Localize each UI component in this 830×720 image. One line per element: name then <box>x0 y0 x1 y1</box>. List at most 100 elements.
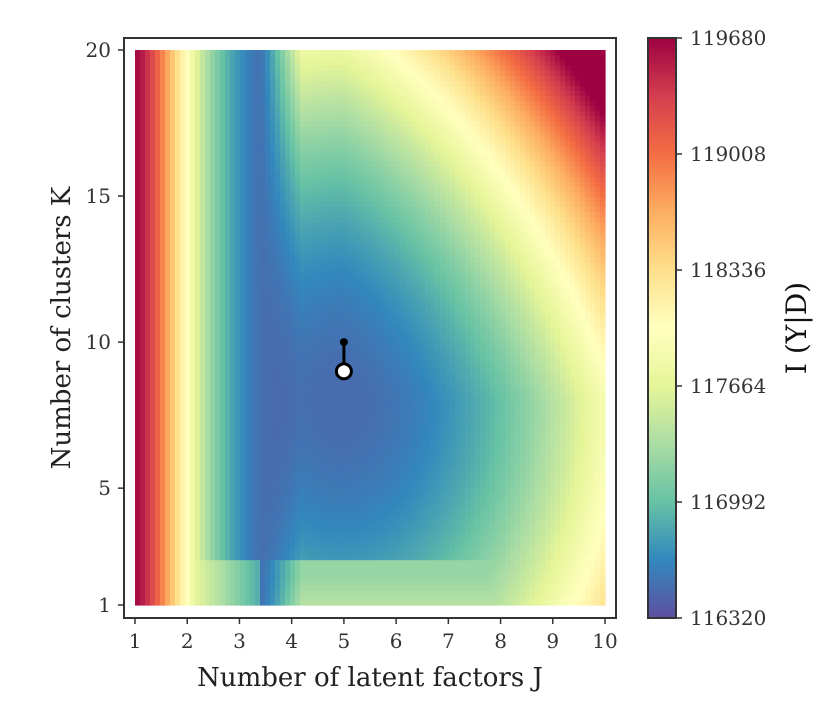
heatmap-cell <box>235 418 241 424</box>
heatmap-cell <box>190 307 196 313</box>
heatmap-cell <box>305 211 311 218</box>
heatmap-cell <box>345 347 351 354</box>
heatmap-cell <box>170 302 176 308</box>
heatmap-cell <box>325 221 331 228</box>
heatmap-cell <box>315 302 321 308</box>
heatmap-cell <box>280 221 286 228</box>
heatmap-cell <box>320 307 326 313</box>
heatmap-cell <box>205 453 211 460</box>
heatmap-cell <box>210 559 216 566</box>
heatmap-cell <box>220 272 226 278</box>
heatmap-cell <box>205 468 211 475</box>
heatmap-cell <box>235 211 241 218</box>
heatmap-cell <box>360 534 366 541</box>
heatmap-cell <box>350 483 356 490</box>
heatmap-cell <box>230 569 236 576</box>
heatmap-cell <box>220 231 226 238</box>
heatmap-cell <box>245 277 251 283</box>
heatmap-cell <box>250 226 256 233</box>
heatmap-cell <box>220 140 226 147</box>
heatmap-cell <box>260 251 266 258</box>
heatmap-cell <box>240 307 246 313</box>
heatmap-cell <box>150 453 156 460</box>
heatmap-cell <box>270 524 276 530</box>
heatmap-cell <box>160 488 166 495</box>
heatmap-cell <box>310 468 316 475</box>
heatmap-cell <box>135 332 141 339</box>
heatmap-cell <box>235 367 241 374</box>
heatmap-cell <box>315 181 321 187</box>
heatmap-cell <box>205 539 211 546</box>
heatmap-cell <box>310 216 316 223</box>
heatmap-cell <box>265 312 271 319</box>
heatmap-cell <box>345 201 351 208</box>
heatmap-cell <box>170 322 176 329</box>
heatmap-cell <box>155 468 161 475</box>
heatmap-cell <box>255 569 261 576</box>
heatmap-cell <box>220 332 226 339</box>
heatmap-cell <box>280 216 286 223</box>
heatmap-cell <box>145 287 151 293</box>
heatmap-cell <box>135 574 141 581</box>
heatmap-cell <box>335 241 341 248</box>
heatmap-cell <box>230 418 236 424</box>
heatmap-cell <box>265 514 271 520</box>
heatmap-cell <box>250 282 256 288</box>
heatmap-cell <box>195 488 201 495</box>
heatmap-cell <box>245 166 251 172</box>
heatmap-cell <box>155 292 161 298</box>
heatmap-cell <box>325 302 331 308</box>
heatmap-cell <box>230 105 236 112</box>
heatmap-cell <box>145 559 151 566</box>
heatmap-cell <box>240 599 246 606</box>
heatmap-cell <box>150 398 156 404</box>
heatmap-cell <box>320 226 326 233</box>
heatmap-cell <box>170 307 176 313</box>
heatmap-cell <box>210 272 216 278</box>
heatmap-cell <box>190 559 196 566</box>
heatmap-cell <box>315 50 321 56</box>
heatmap-cell <box>320 115 326 122</box>
heatmap-cell <box>190 403 196 409</box>
heatmap-cell <box>360 362 366 369</box>
heatmap-cell <box>135 60 141 66</box>
heatmap-cell <box>160 166 166 172</box>
heatmap-cell <box>255 478 261 485</box>
heatmap-cell <box>260 312 266 319</box>
heatmap-cell <box>275 145 281 152</box>
heatmap-cell <box>240 201 246 208</box>
heatmap-cell <box>180 125 186 132</box>
heatmap-cell <box>135 372 141 379</box>
heatmap-cell <box>175 226 181 233</box>
heatmap-cell <box>195 383 201 389</box>
heatmap-cell <box>190 352 196 359</box>
heatmap-cell <box>180 352 186 359</box>
heatmap-cell <box>320 529 326 535</box>
heatmap-cell <box>210 105 216 112</box>
heatmap-cell <box>330 398 336 404</box>
heatmap-cell <box>310 342 316 349</box>
heatmap-cell <box>340 277 346 283</box>
heatmap-cell <box>135 277 141 283</box>
heatmap-cell <box>235 443 241 450</box>
heatmap-cell <box>260 282 266 288</box>
heatmap-cell <box>200 145 206 152</box>
heatmap-cell <box>185 524 191 530</box>
heatmap-cell <box>185 559 191 566</box>
heatmap-cell <box>155 559 161 566</box>
heatmap-cell <box>140 594 146 601</box>
heatmap-cell <box>350 226 356 233</box>
heatmap-cell <box>345 226 351 233</box>
heatmap-cell <box>300 292 306 298</box>
heatmap-cell <box>245 206 251 213</box>
heatmap-cell <box>290 216 296 223</box>
heatmap-cell <box>255 231 261 238</box>
heatmap-cell <box>195 589 201 596</box>
heatmap-cell <box>315 206 321 213</box>
heatmap-cell <box>155 564 161 571</box>
heatmap-cell <box>185 428 191 435</box>
heatmap-cell <box>290 181 296 187</box>
heatmap-cell <box>220 120 226 127</box>
heatmap-cell <box>330 120 336 127</box>
